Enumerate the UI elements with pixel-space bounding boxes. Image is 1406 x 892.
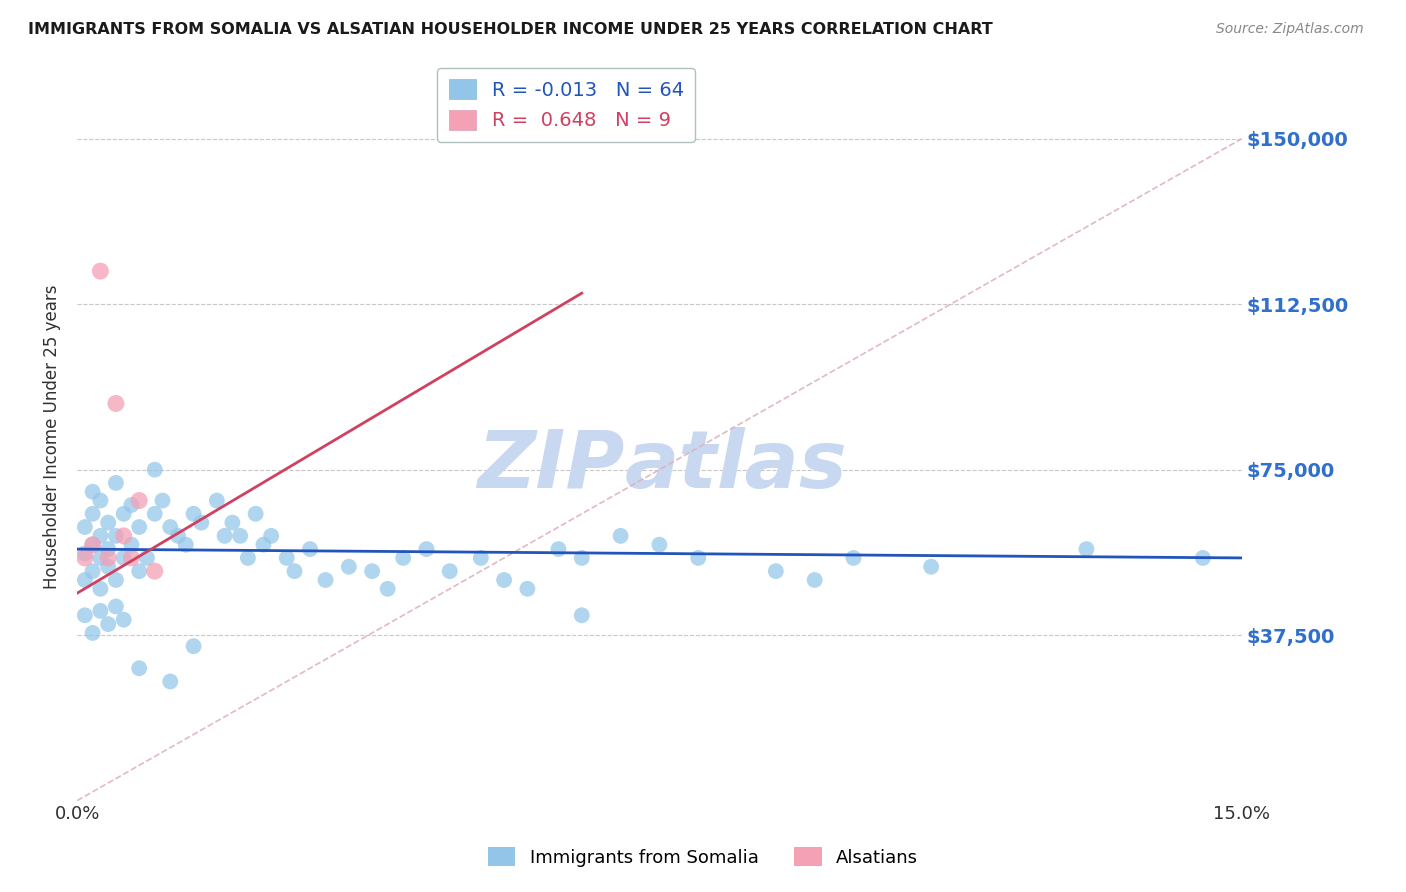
Point bbox=[136, 550, 159, 565]
Point bbox=[337, 559, 360, 574]
Point bbox=[143, 564, 166, 578]
Point bbox=[104, 529, 127, 543]
Point bbox=[152, 493, 174, 508]
Point bbox=[73, 573, 96, 587]
Point bbox=[315, 573, 337, 587]
Point bbox=[236, 550, 259, 565]
Point bbox=[648, 538, 671, 552]
Text: atlas: atlas bbox=[624, 426, 848, 505]
Point bbox=[361, 564, 384, 578]
Point bbox=[439, 564, 461, 578]
Point bbox=[159, 520, 181, 534]
Point bbox=[276, 550, 298, 565]
Point bbox=[260, 529, 283, 543]
Point bbox=[112, 550, 135, 565]
Point bbox=[73, 550, 96, 565]
Point bbox=[205, 493, 228, 508]
Point bbox=[688, 550, 710, 565]
Point bbox=[128, 520, 150, 534]
Point bbox=[89, 264, 111, 278]
Point bbox=[609, 529, 631, 543]
Point bbox=[920, 559, 942, 574]
Point bbox=[112, 613, 135, 627]
Point bbox=[842, 550, 865, 565]
Point bbox=[82, 538, 104, 552]
Point bbox=[470, 550, 492, 565]
Point bbox=[97, 550, 120, 565]
Point bbox=[73, 520, 96, 534]
Text: Source: ZipAtlas.com: Source: ZipAtlas.com bbox=[1216, 22, 1364, 37]
Point bbox=[82, 564, 104, 578]
Point bbox=[516, 582, 538, 596]
Y-axis label: Householder Income Under 25 years: Householder Income Under 25 years bbox=[44, 285, 60, 589]
Point bbox=[120, 538, 142, 552]
Point bbox=[89, 529, 111, 543]
Point bbox=[283, 564, 305, 578]
Point bbox=[221, 516, 243, 530]
Point bbox=[174, 538, 197, 552]
Point bbox=[104, 599, 127, 614]
Point bbox=[73, 608, 96, 623]
Point bbox=[1076, 542, 1098, 557]
Point bbox=[97, 542, 120, 557]
Point bbox=[89, 493, 111, 508]
Point bbox=[143, 463, 166, 477]
Point bbox=[183, 507, 205, 521]
Legend: Immigrants from Somalia, Alsatians: Immigrants from Somalia, Alsatians bbox=[481, 840, 925, 874]
Point bbox=[82, 538, 104, 552]
Point bbox=[571, 550, 593, 565]
Point bbox=[89, 582, 111, 596]
Point bbox=[214, 529, 236, 543]
Point bbox=[112, 529, 135, 543]
Point bbox=[97, 617, 120, 632]
Point bbox=[415, 542, 437, 557]
Point bbox=[104, 396, 127, 410]
Point bbox=[112, 507, 135, 521]
Point bbox=[571, 608, 593, 623]
Point bbox=[82, 484, 104, 499]
Point bbox=[298, 542, 321, 557]
Point bbox=[392, 550, 415, 565]
Point bbox=[128, 661, 150, 675]
Point bbox=[765, 564, 787, 578]
Text: IMMIGRANTS FROM SOMALIA VS ALSATIAN HOUSEHOLDER INCOME UNDER 25 YEARS CORRELATIO: IMMIGRANTS FROM SOMALIA VS ALSATIAN HOUS… bbox=[28, 22, 993, 37]
Point bbox=[82, 507, 104, 521]
Legend: R = -0.013   N = 64, R =  0.648   N = 9: R = -0.013 N = 64, R = 0.648 N = 9 bbox=[437, 68, 696, 142]
Point bbox=[120, 550, 142, 565]
Point bbox=[159, 674, 181, 689]
Point bbox=[97, 516, 120, 530]
Point bbox=[377, 582, 399, 596]
Point bbox=[143, 507, 166, 521]
Point bbox=[82, 626, 104, 640]
Point bbox=[120, 498, 142, 512]
Point bbox=[97, 559, 120, 574]
Point bbox=[229, 529, 252, 543]
Point bbox=[167, 529, 190, 543]
Text: ZIP: ZIP bbox=[477, 426, 624, 505]
Point bbox=[89, 550, 111, 565]
Point bbox=[190, 516, 212, 530]
Point bbox=[252, 538, 274, 552]
Point bbox=[128, 564, 150, 578]
Point bbox=[245, 507, 267, 521]
Point bbox=[104, 573, 127, 587]
Point bbox=[73, 547, 96, 561]
Point bbox=[89, 604, 111, 618]
Point bbox=[494, 573, 516, 587]
Point bbox=[128, 493, 150, 508]
Point bbox=[803, 573, 825, 587]
Point bbox=[183, 639, 205, 653]
Point bbox=[1192, 550, 1215, 565]
Point bbox=[104, 475, 127, 490]
Point bbox=[547, 542, 569, 557]
